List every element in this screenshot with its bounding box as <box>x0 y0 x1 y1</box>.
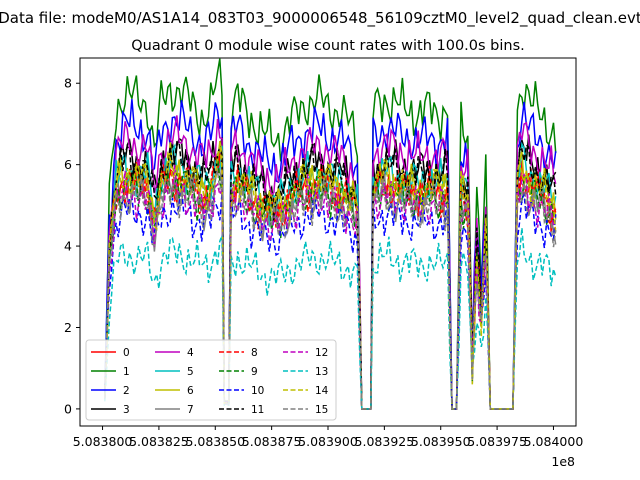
y-tick-label: 4 <box>64 239 72 254</box>
x-tick-label: 5.083850 <box>185 434 245 449</box>
series-layer <box>104 58 557 410</box>
legend-label-11: 11 <box>251 404 264 416</box>
series-line-10 <box>104 186 557 410</box>
series-line-14 <box>104 144 557 410</box>
y-tick-label: 8 <box>64 76 72 91</box>
legend-label-0: 0 <box>123 347 130 359</box>
x-tick-label: 5.083950 <box>411 434 471 449</box>
series-line-15 <box>104 170 557 410</box>
y-axis: 0 2 4 6 8 <box>64 76 80 416</box>
legend-label-2: 2 <box>123 385 130 397</box>
legend-label-8: 8 <box>251 347 258 359</box>
legend-label-1: 1 <box>123 366 130 378</box>
legend-label-10: 10 <box>251 385 264 397</box>
legend-label-6: 6 <box>187 385 194 397</box>
legend-label-5: 5 <box>187 366 194 378</box>
x-axis: 5.0838005.0838255.0838505.0838755.083900… <box>73 426 584 449</box>
x-tick-label: 5.083975 <box>467 434 527 449</box>
x-tick-label: 5.083800 <box>73 434 133 449</box>
legend-box <box>85 339 337 421</box>
legend-label-15: 15 <box>315 404 328 416</box>
x-tick-label: 5.083875 <box>242 434 302 449</box>
legend-label-9: 9 <box>251 366 258 378</box>
x-tick-label: 5.084000 <box>524 434 584 449</box>
legend-label-12: 12 <box>315 347 328 359</box>
y-tick-label: 0 <box>64 401 72 416</box>
legend-label-4: 4 <box>187 347 194 359</box>
legend-label-3: 3 <box>123 404 130 416</box>
chart-title: Quadrant 0 module wise count rates with … <box>131 38 525 54</box>
x-tick-label: 5.083925 <box>355 434 415 449</box>
series-line-13 <box>104 227 557 410</box>
legend-label-13: 13 <box>315 366 328 378</box>
y-tick-label: 6 <box>64 157 72 172</box>
x-tick-label: 5.083825 <box>129 434 189 449</box>
legend-label-7: 7 <box>187 404 194 416</box>
y-tick-label: 2 <box>64 320 72 335</box>
x-offset-label: 1e8 <box>551 454 575 469</box>
x-tick-label: 5.083900 <box>298 434 358 449</box>
legend-label-14: 14 <box>315 385 329 397</box>
suptitle: Data file: modeM0/AS1A14_083T03_90000065… <box>0 9 640 28</box>
